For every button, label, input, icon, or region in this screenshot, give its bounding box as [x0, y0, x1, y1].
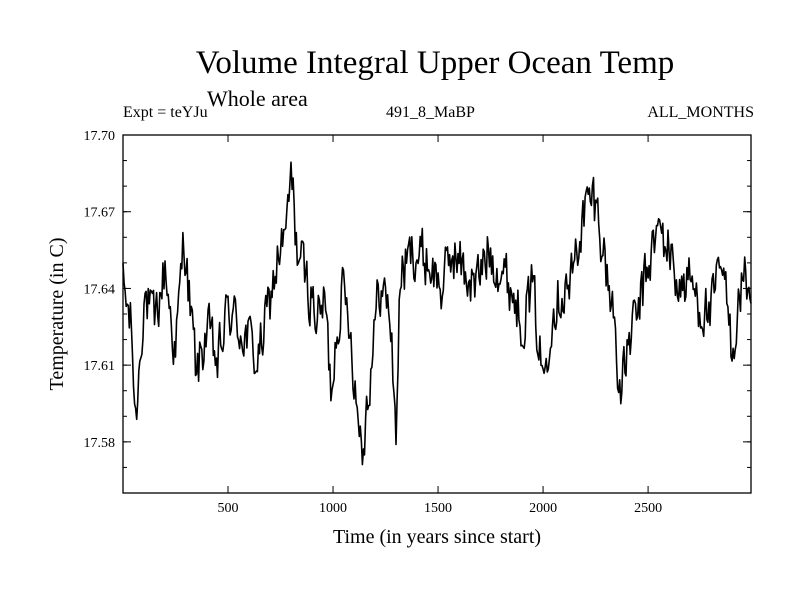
y-tick-label: 17.58 [84, 436, 116, 451]
x-tick-label: 2500 [634, 501, 662, 516]
plot-frame [122, 134, 752, 494]
y-tick-label: 17.61 [84, 359, 116, 374]
y-tick-label: 17.67 [84, 206, 116, 221]
chart-subtitle: Whole area [207, 86, 308, 111]
x-tick-label: 1000 [319, 501, 347, 516]
y-tick-label: 17.64 [84, 282, 116, 297]
x-tick-label: 1500 [424, 501, 452, 516]
y-axis-label: Temperature (in C) [46, 238, 68, 391]
y-axis: 17.58 17.61 17.64 17.67 17.70 [84, 129, 751, 468]
series-group [122, 161, 752, 466]
months-label: ALL_MONTHS [647, 104, 754, 121]
x-axis: 500 1000 1500 2000 2500 [218, 135, 662, 516]
chart-title: Volume Integral Upper Ocean Temp [195, 45, 675, 81]
run-label: 491_8_MaBP [386, 104, 475, 121]
experiment-label: Expt = teYJu [123, 104, 208, 121]
x-tick-label: 2000 [529, 501, 557, 516]
x-axis-label: Time (in years since start) [333, 526, 541, 548]
series-line [122, 161, 752, 466]
y-tick-label: 17.70 [84, 129, 116, 144]
x-tick-label: 500 [218, 501, 239, 516]
